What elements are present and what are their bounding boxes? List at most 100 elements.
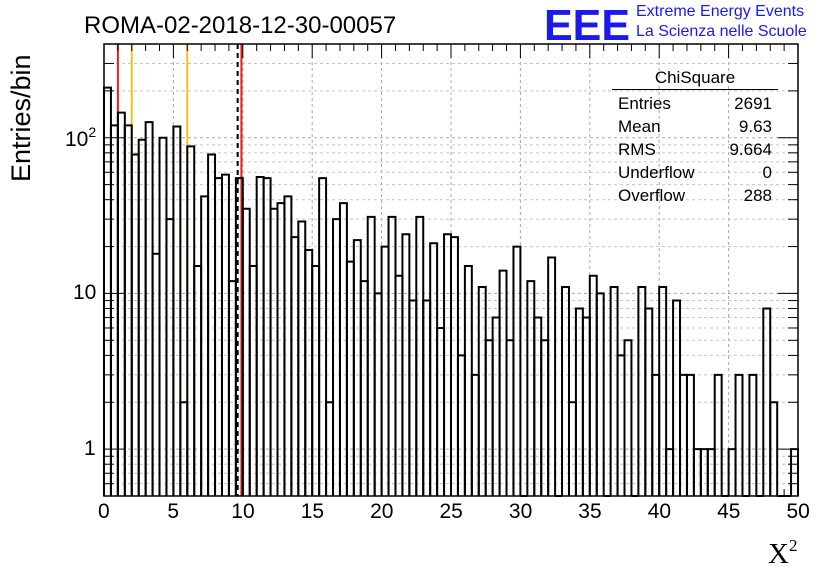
histogram-bin (408, 299, 418, 496)
x-tick-label: 30 (508, 500, 533, 523)
histogram-bin (595, 292, 605, 496)
histogram-bin (165, 218, 175, 496)
histogram-bin (130, 153, 140, 496)
stats-box: ChiSquare Entries 2691 Mean 9.63 RMS 9.664 … (612, 68, 778, 207)
histogram-bin (581, 316, 591, 496)
x-tick-label: 15 (300, 500, 325, 523)
histogram-bin (547, 256, 557, 496)
histogram-bin (373, 292, 383, 496)
histogram-bin (366, 215, 376, 496)
histogram-bin (658, 285, 668, 496)
histogram-bin (172, 125, 182, 496)
logo-line-1: Extreme Energy Events (636, 3, 805, 20)
x-axis-label-exponent: 2 (788, 536, 798, 555)
histogram-bin (491, 316, 501, 496)
y-tick-label: 102 (65, 123, 97, 151)
histogram-bin (123, 124, 133, 496)
stats-row: Underflow 0 (612, 161, 778, 184)
histogram-bars (103, 86, 799, 497)
x-tick-label: 35 (578, 500, 602, 523)
histogram-bin (269, 207, 279, 496)
histogram-bin (561, 285, 570, 496)
x-axis-label-base: X (768, 538, 789, 570)
stats-label: Underflow (618, 163, 695, 182)
histogram-bin (332, 218, 341, 496)
histogram-bin (470, 373, 480, 496)
histogram-bin (255, 175, 265, 496)
histogram-bin (734, 373, 744, 496)
histogram-bin (436, 326, 446, 496)
stats-row: RMS 9.664 (612, 138, 778, 161)
eee-logo: EEE (544, 2, 630, 44)
histogram-bin (304, 249, 314, 496)
histogram-bin (748, 373, 758, 496)
histogram-bin (484, 339, 494, 496)
histogram-bin (498, 269, 508, 496)
histogram-bin (318, 177, 328, 496)
histogram-bin (540, 339, 550, 496)
histogram-bin (380, 245, 390, 496)
histogram-bin (158, 136, 168, 496)
logo-mark: EEE (544, 2, 630, 44)
x-tick-label: 10 (231, 500, 255, 523)
histogram-bin (290, 236, 300, 496)
histogram-bin (220, 173, 230, 496)
histogram-bin (623, 339, 633, 496)
y-tick-label: 10 (73, 281, 97, 305)
histogram-bin (685, 373, 695, 496)
histogram-bin (456, 354, 466, 496)
histogram-bin (512, 245, 522, 496)
histogram-bin (200, 195, 210, 496)
histogram-bin (109, 124, 119, 496)
histogram-bin (616, 354, 626, 496)
histogram-bin (429, 242, 439, 496)
chart-title: ROMA-02-2018-12-30-00057 (84, 12, 397, 39)
grid-lines (104, 44, 798, 496)
histogram-bin (103, 86, 112, 496)
stats-row: Overflow 288 (612, 184, 778, 207)
histogram-bin (276, 202, 286, 496)
stats-title: ChiSquare (612, 68, 778, 90)
stats-label: Mean (618, 117, 661, 136)
histogram-bin (769, 401, 779, 496)
stats-row: Mean 9.63 (612, 115, 778, 138)
stats-label: RMS (618, 140, 656, 159)
histogram-bin (422, 299, 432, 496)
histogram-bin (505, 339, 515, 496)
x-tick-label: 25 (439, 500, 463, 523)
x-tick-label: 0 (98, 500, 110, 523)
histogram-bin (713, 373, 723, 496)
y-axis-label: Entries/bin (6, 54, 36, 182)
stats-value: 9.664 (729, 140, 772, 159)
x-tick-label: 50 (786, 500, 810, 523)
x-tick-label: 45 (717, 500, 741, 523)
histogram-bin (186, 145, 196, 496)
histogram-bin (144, 121, 154, 496)
histogram-bin (297, 220, 307, 496)
x-axis-label: X2 (768, 536, 797, 571)
histogram-bin (679, 373, 688, 496)
histogram-bin (651, 373, 661, 496)
histogram-bin (352, 239, 362, 496)
histogram-bin (450, 236, 459, 496)
histogram-bin (116, 111, 126, 496)
histogram-bin (345, 260, 355, 496)
histogram-bin (262, 177, 272, 496)
axes (103, 43, 799, 497)
stats-value: 9.63 (738, 117, 772, 136)
histogram-bin (214, 177, 223, 496)
stats-value: 288 (743, 186, 772, 205)
histogram-bin (207, 153, 217, 496)
histogram-bin (241, 207, 251, 496)
x-tick-label: 40 (647, 500, 672, 523)
stats-row: Entries 2691 (612, 92, 778, 115)
histogram-bin (338, 202, 348, 496)
histogram-bin (283, 195, 293, 496)
histogram-bin (387, 215, 397, 496)
x-tick-label: 20 (370, 500, 394, 523)
stats-label: Entries (618, 94, 671, 113)
stats-value: 2691 (734, 94, 772, 113)
histogram-bin (415, 215, 425, 496)
stats-label: Overflow (618, 186, 686, 205)
